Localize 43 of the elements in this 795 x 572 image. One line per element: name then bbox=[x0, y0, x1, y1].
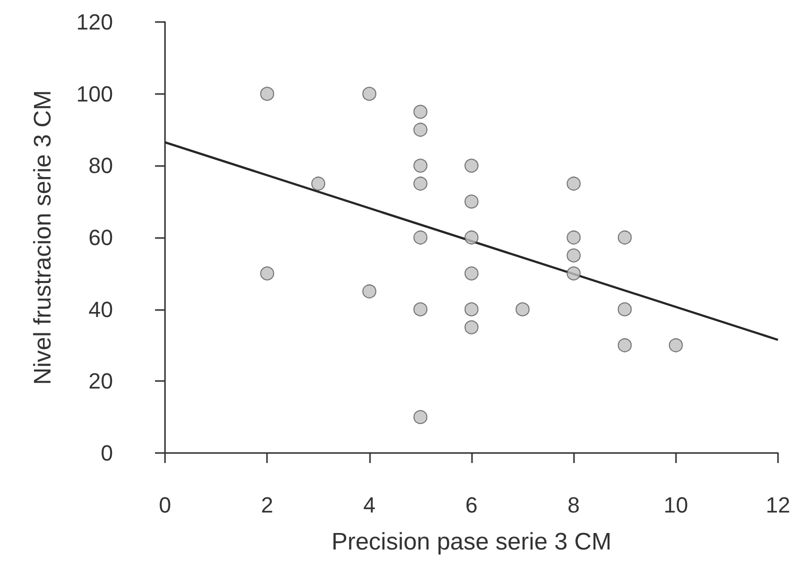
y-tick-label: 20 bbox=[88, 368, 113, 394]
y-tick-label: 100 bbox=[76, 81, 113, 106]
point bbox=[413, 230, 428, 244]
y-tick-label: 40 bbox=[88, 296, 113, 322]
point bbox=[413, 302, 428, 316]
point bbox=[260, 86, 274, 101]
point bbox=[362, 284, 376, 298]
x-tick-label: 4 bbox=[363, 492, 376, 518]
point bbox=[413, 158, 428, 173]
point bbox=[413, 122, 428, 137]
point bbox=[516, 302, 530, 316]
x-tick-label: 6 bbox=[465, 492, 478, 518]
point bbox=[464, 194, 478, 209]
x-tick-label: 2 bbox=[261, 492, 274, 518]
point bbox=[362, 86, 376, 101]
x-tick-label: 10 bbox=[664, 492, 688, 518]
point bbox=[618, 230, 632, 244]
point bbox=[260, 266, 274, 280]
point bbox=[566, 248, 581, 262]
x-axis-title: Precision pase serie 3 CM bbox=[331, 528, 612, 556]
point bbox=[413, 410, 428, 424]
point bbox=[566, 230, 581, 244]
point bbox=[618, 302, 632, 316]
y-tick-label: 0 bbox=[100, 440, 113, 466]
point bbox=[464, 320, 478, 334]
point bbox=[618, 338, 632, 352]
point bbox=[566, 176, 581, 191]
point bbox=[464, 230, 478, 244]
point bbox=[464, 158, 478, 173]
y-tick-label: 120 bbox=[76, 10, 113, 34]
point bbox=[464, 302, 478, 316]
x-tick-label: 8 bbox=[568, 492, 580, 518]
x-tick-label: 0 bbox=[158, 492, 172, 518]
point bbox=[413, 176, 428, 191]
y-tick-label: 80 bbox=[88, 153, 113, 178]
y-tick-label: 60 bbox=[88, 225, 113, 250]
point bbox=[464, 266, 478, 280]
point bbox=[566, 266, 581, 280]
point bbox=[413, 104, 428, 119]
x-tick-label: 12 bbox=[766, 492, 790, 518]
point bbox=[311, 176, 326, 191]
point bbox=[668, 338, 683, 352]
y-axis-title: Nivel frustracion serie 3 CM bbox=[30, 90, 56, 385]
